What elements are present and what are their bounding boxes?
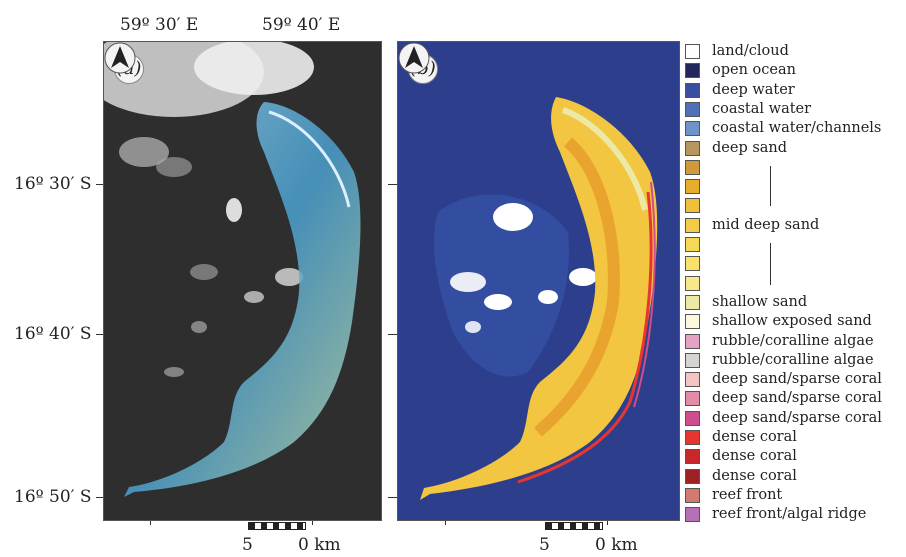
legend-label: deep water <box>712 81 795 98</box>
legend-swatch <box>685 372 700 388</box>
legend-swatch <box>685 256 700 272</box>
legend-label: dense coral <box>712 467 797 484</box>
legend-swatch <box>685 237 700 252</box>
classification-map <box>398 42 679 520</box>
legend-label: reef front/algal ridge <box>712 506 867 523</box>
lon-tick <box>607 519 608 525</box>
legend-label: dense coral <box>712 429 797 445</box>
lat-tick <box>96 497 103 498</box>
scale-bar-a <box>248 522 306 530</box>
legend-swatch <box>685 63 700 79</box>
legend-label: rubble/coralline algae <box>712 351 874 368</box>
legend-swatch <box>685 391 700 407</box>
lat-tick <box>96 184 103 185</box>
scale-label-0km: 0 km <box>595 535 638 555</box>
legend-swatch <box>685 179 700 195</box>
legend-label: land/cloud <box>712 43 789 59</box>
satellite-image <box>104 42 381 520</box>
lat-tick <box>388 497 397 498</box>
legend-label: mid deep sand <box>712 216 820 233</box>
scale-label-5: 5 <box>539 535 550 555</box>
legend-swatch <box>685 333 700 349</box>
lon-tick <box>150 519 151 525</box>
legend-swatch <box>685 487 700 503</box>
legend-swatch <box>685 82 700 98</box>
north-arrow-icon <box>398 42 430 74</box>
legend-swatch <box>685 159 700 175</box>
legend-label: shallow sand <box>712 293 808 310</box>
legend-swatch <box>685 430 700 445</box>
legend-swatch <box>685 449 700 465</box>
longitude-label-west: 59º 30′ E <box>120 15 199 35</box>
legend-swatch <box>685 140 700 156</box>
legend-label: dense coral <box>712 448 797 465</box>
classification-map-panel: (b) <box>397 41 680 521</box>
legend-label: rubble/coralline algae <box>712 332 874 349</box>
legend-label: deep sand/sparse coral <box>712 371 882 388</box>
legend-label: coastal water <box>712 100 812 117</box>
legend-label: deep sand/sparse coral <box>712 409 882 426</box>
legend-swatch <box>685 275 700 291</box>
legend-swatch <box>685 198 700 214</box>
legend-swatch <box>685 507 700 523</box>
legend-bracket-lower <box>770 243 771 285</box>
longitude-label-east: 59º 40′ E <box>262 15 341 35</box>
legend-swatch <box>685 352 700 368</box>
scale-label-0km: 0 km <box>298 535 341 555</box>
legend-label: deep sand <box>712 139 788 156</box>
legend-swatch <box>685 217 700 233</box>
legend-label: deep sand/sparse coral <box>712 390 882 407</box>
legend-swatch <box>685 121 700 137</box>
lat-tick <box>388 334 397 335</box>
legend-swatch <box>685 468 700 484</box>
legend-label: reef front <box>712 486 783 503</box>
satellite-image-panel: (a) <box>103 41 382 521</box>
scale-bar-b <box>545 522 603 530</box>
lon-tick <box>312 519 313 525</box>
legend-label: shallow exposed sand <box>712 313 872 330</box>
lat-tick <box>388 184 397 185</box>
latitude-label-1640: 16º 40′ S <box>14 324 92 344</box>
legend-swatch <box>685 101 700 117</box>
lat-tick <box>96 334 103 335</box>
legend-label: coastal water/channels <box>712 120 882 137</box>
legend-swatch <box>685 44 700 59</box>
legend-bracket-upper <box>770 166 771 206</box>
legend-swatch <box>685 314 700 330</box>
latitude-label-1650: 16º 50′ S <box>14 487 92 507</box>
legend-label: open ocean <box>712 62 796 79</box>
legend-swatch <box>685 410 700 426</box>
latitude-label-1630: 16º 30′ S <box>14 174 92 194</box>
legend-swatch <box>685 294 700 310</box>
scale-label-5: 5 <box>242 535 253 555</box>
lon-tick <box>445 519 446 525</box>
north-arrow-icon <box>104 42 136 74</box>
